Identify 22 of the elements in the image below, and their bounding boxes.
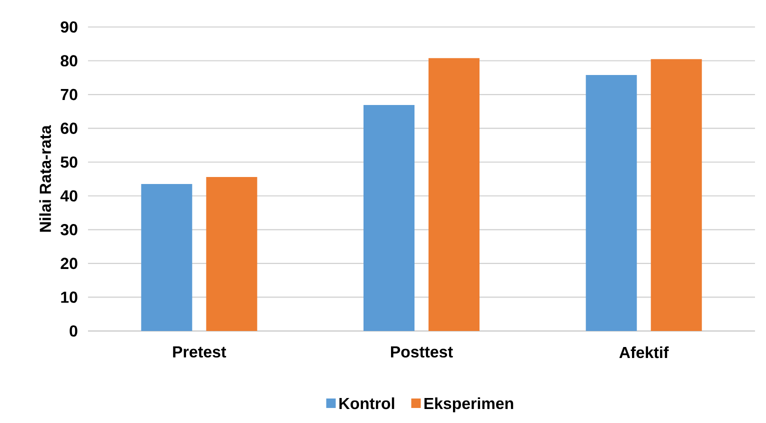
bar xyxy=(650,59,702,331)
bar xyxy=(206,176,258,331)
x-tick-label: Pretest xyxy=(173,346,226,358)
y-tick-label: 0 xyxy=(70,325,78,337)
x-tick-label: Afektif xyxy=(619,346,669,358)
y-tick-label: 80 xyxy=(60,55,78,66)
legend-label: Eksperimen xyxy=(424,397,514,412)
legend-label: Kontrol xyxy=(339,397,394,410)
bar xyxy=(364,105,415,331)
y-tick-label: 10 xyxy=(61,292,78,303)
bar xyxy=(141,184,192,331)
y-axis-title: Nilai Rata-rata xyxy=(39,125,52,232)
y-tick-label: 30 xyxy=(60,224,78,236)
bar xyxy=(428,58,480,331)
y-tick-label: 50 xyxy=(60,156,78,168)
y-tick-label: 40 xyxy=(60,190,78,202)
y-tick-label: 20 xyxy=(60,258,78,270)
bar xyxy=(586,74,637,331)
y-tick-label: 70 xyxy=(60,88,78,100)
y-tick-label: 60 xyxy=(60,122,78,134)
x-tick-label: Posttest xyxy=(391,346,453,358)
y-tick-label: 90 xyxy=(60,21,78,33)
